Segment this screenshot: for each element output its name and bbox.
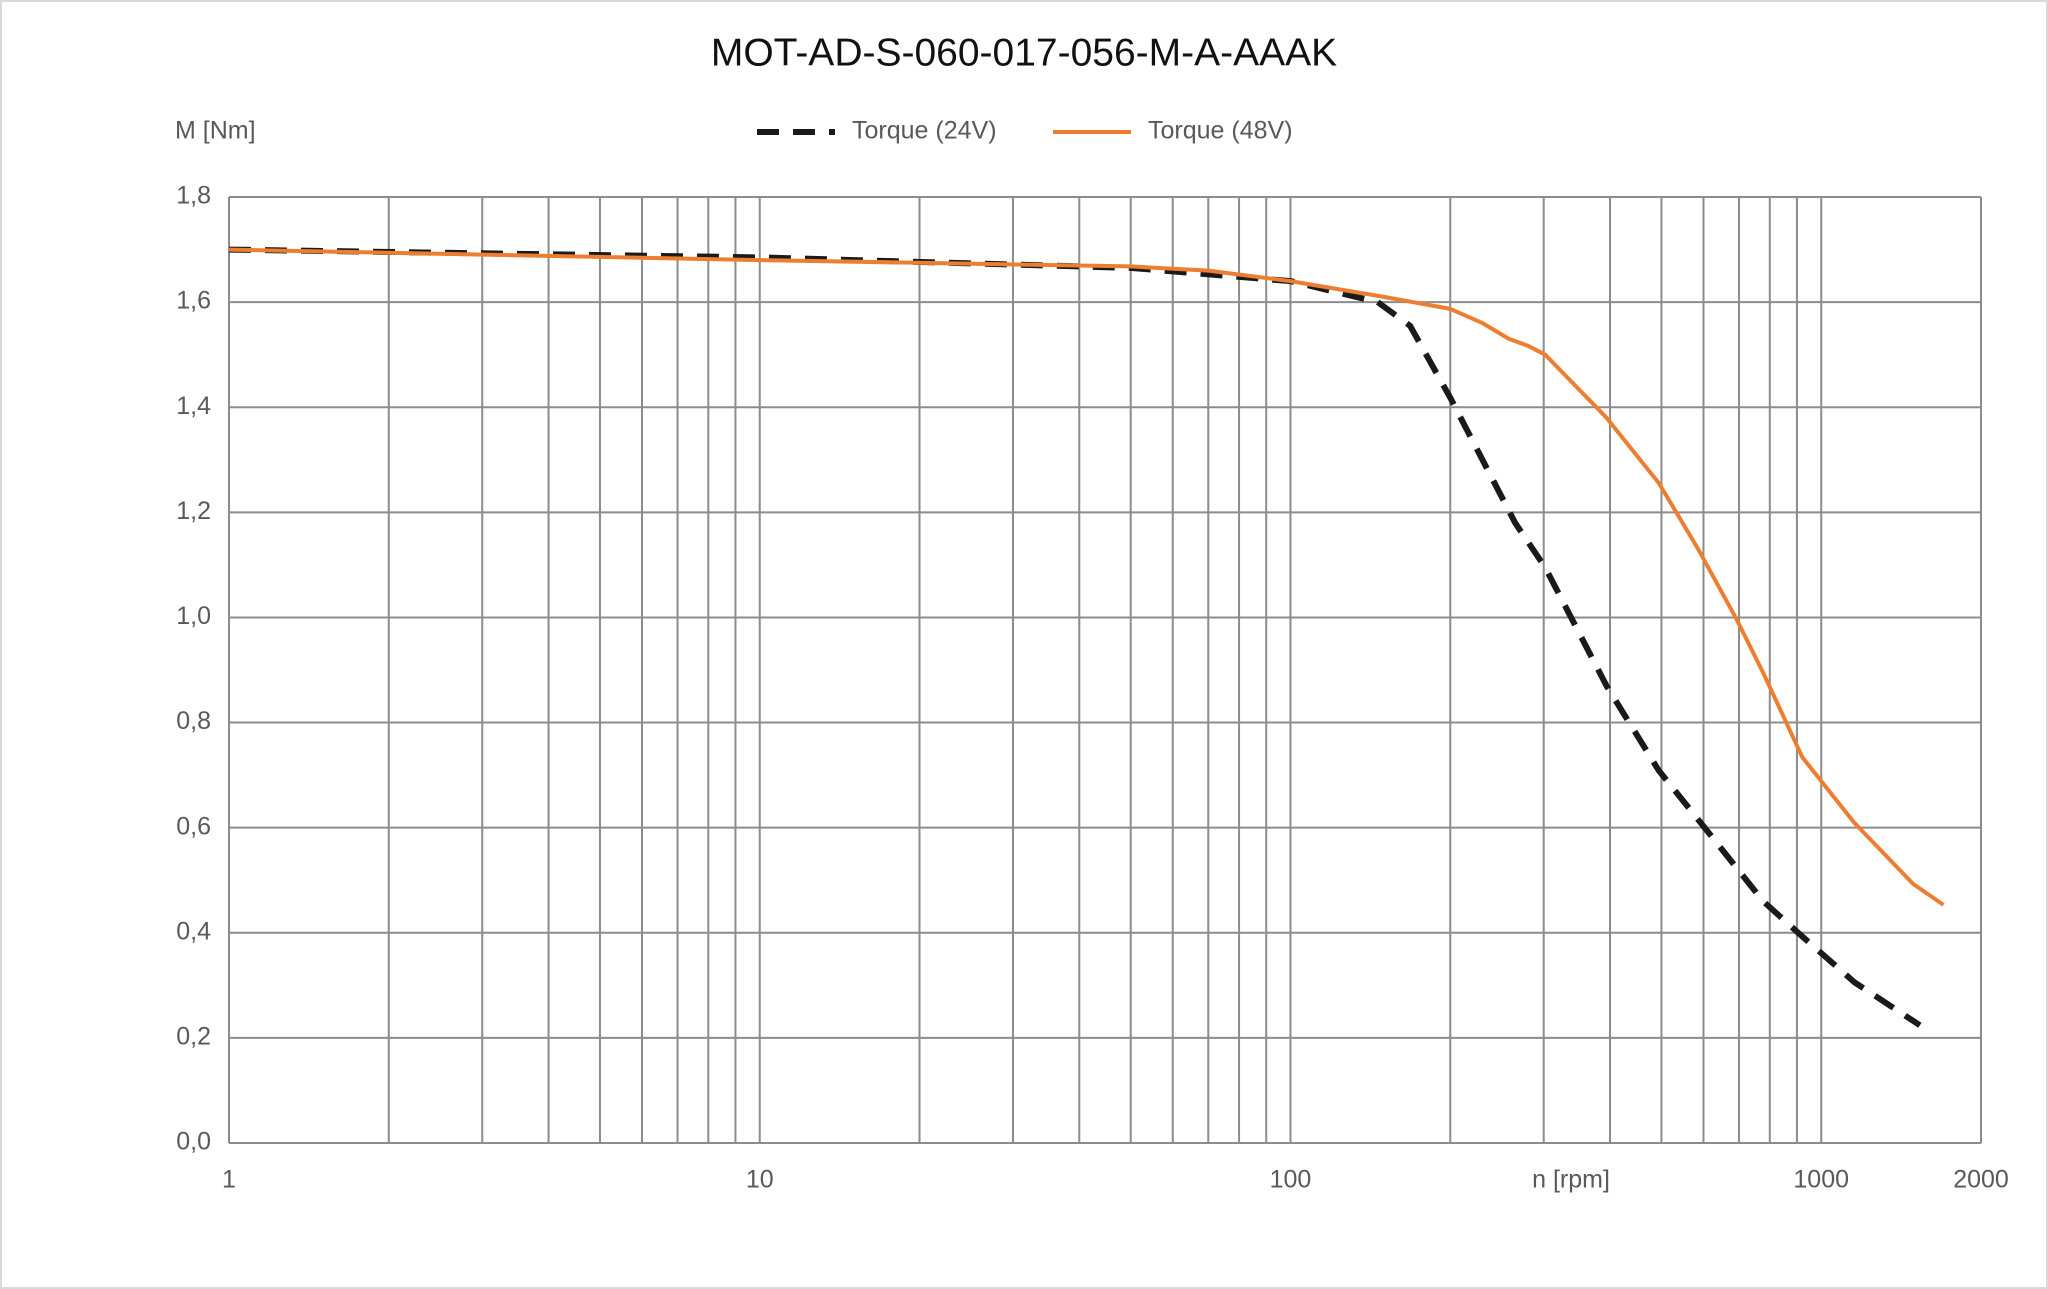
y-tick-label: 1,0	[176, 602, 211, 630]
y-tick-label: 1,6	[176, 287, 211, 315]
y-tick-label: 0,4	[176, 917, 211, 945]
y-tick-label: 1,2	[176, 497, 211, 525]
y-tick-label: 0,6	[176, 812, 211, 840]
y-tick-label: 1,8	[176, 182, 211, 210]
y-tick-label: 0,0	[176, 1128, 211, 1156]
chart-title: MOT-AD-S-060-017-056-M-A-AAAK	[711, 31, 1337, 74]
x-tick-label: 100	[1270, 1166, 1312, 1194]
y-tick-label: 0,2	[176, 1022, 211, 1050]
y-tick-label: 1,4	[176, 392, 211, 420]
y-axis-label: M [Nm]	[175, 117, 256, 145]
x-tick-label: 2000	[1953, 1166, 2009, 1194]
series-line	[228, 246, 1922, 1028]
legend-label: Torque (24V)	[852, 117, 997, 145]
legend-label: Torque (48V)	[1148, 117, 1293, 145]
y-tick-label: 0,8	[176, 707, 211, 735]
x-axis-label: n [rpm]	[1532, 1166, 1610, 1194]
x-tick-label: 10	[746, 1166, 774, 1194]
x-tick-label: 1000	[1793, 1166, 1849, 1194]
x-tick-label: 1	[222, 1166, 236, 1194]
series-line	[228, 247, 1945, 907]
